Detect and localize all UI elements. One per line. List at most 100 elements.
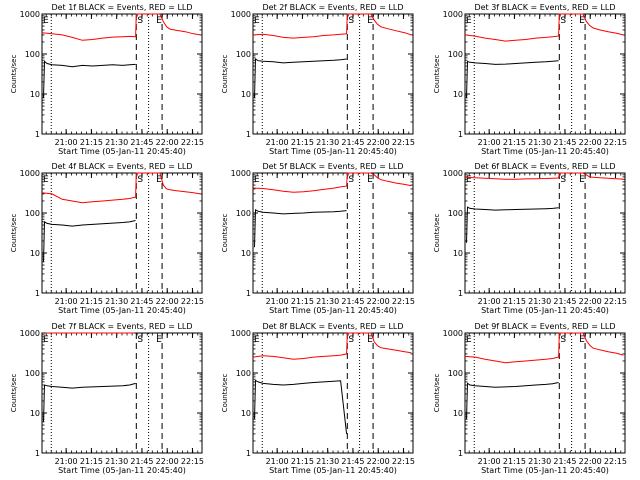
x-tick-label: 21:15: [80, 138, 103, 147]
y-tick-label: 100: [448, 50, 463, 59]
series-line-lld: [41, 13, 201, 41]
marker-label-e-end: E: [156, 16, 162, 26]
plot-frame: [252, 172, 414, 294]
plot-frame: [464, 13, 626, 135]
x-axis-label: Start Time (05-Jan-11 20:45:40): [481, 306, 609, 315]
x-tick-label: 21:00: [55, 138, 78, 147]
x-tick-label: 22:15: [604, 138, 627, 147]
y-tick-label: 1000: [20, 329, 40, 338]
panel-title: Det 7f BLACK = Events, RED = LLD: [51, 322, 192, 331]
x-tick-label: 22:00: [579, 138, 602, 147]
x-tick-label: 21:45: [553, 457, 576, 466]
y-tick-label: 10: [30, 249, 40, 258]
x-tick-label: 21:00: [266, 138, 289, 147]
plot-frame: [252, 13, 414, 135]
marker-label-e-start: E: [466, 335, 472, 345]
y-tick-label: 1: [246, 289, 251, 298]
x-tick-label: 21:15: [80, 457, 103, 466]
y-tick-label: 1: [458, 289, 463, 298]
y-tick-label: 10: [30, 90, 40, 99]
x-tick-label: 22:00: [367, 457, 390, 466]
series-line-events: [43, 60, 136, 98]
panel-title: Det 9f BLACK = Events, RED = LLD: [474, 322, 615, 331]
y-axis-label: Counts/sec: [221, 374, 229, 413]
y-tick-label: 100: [236, 369, 251, 378]
x-tick-label: 21:30: [105, 138, 128, 147]
y-tick-label: 100: [236, 50, 251, 59]
panel-1: Det 1f BLACK = Events, RED = LLD 1 10 100 10…: [10, 3, 204, 156]
x-tick-label: 21:15: [80, 297, 103, 306]
series-line-events: [254, 379, 348, 434]
y-tick-label: 10: [453, 249, 463, 258]
x-tick-label: 21:00: [478, 457, 501, 466]
y-axis-label: Counts/sec: [433, 374, 441, 413]
panel-5: Det 5f BLACK = Events, RED = LLD 1 10 100 10…: [221, 162, 415, 315]
x-tick-label: 22:00: [156, 297, 179, 306]
x-tick-label: 21:30: [105, 297, 128, 306]
plot-frame: [464, 332, 626, 454]
y-tick-label: 1000: [231, 10, 251, 19]
y-tick-label: 100: [25, 50, 40, 59]
x-tick-label: 21:45: [553, 138, 576, 147]
x-tick-label: 21:45: [553, 297, 576, 306]
y-tick-label: 1: [35, 289, 40, 298]
y-tick-label: 1: [458, 449, 463, 458]
marker-label-e-end: E: [367, 16, 373, 26]
x-tick-label: 21:30: [316, 138, 339, 147]
x-tick-label: 22:00: [579, 457, 602, 466]
marker-label-s: S: [137, 175, 143, 185]
marker-label-e-end: E: [367, 335, 373, 345]
y-axis-label: Counts/sec: [221, 55, 229, 94]
x-tick-label: 21:30: [316, 457, 339, 466]
x-tick-label: 22:15: [392, 138, 415, 147]
y-tick-label: 100: [25, 209, 40, 218]
marker-label-e-start: E: [466, 175, 472, 185]
x-tick-label: 21:45: [341, 297, 364, 306]
y-axis-label: Counts/sec: [10, 55, 18, 94]
panel-6: Det 6f BLACK = Events, RED = LLD 1 10 100 10…: [433, 162, 627, 315]
x-axis-label: Start Time (05-Jan-11 20:45:40): [481, 147, 609, 156]
marker-label-e-end: E: [156, 335, 162, 345]
plot-frame: [252, 332, 414, 454]
x-axis-label: Start Time (05-Jan-11 20:45:40): [58, 306, 186, 315]
plot-frame: [41, 332, 203, 454]
y-axis-label: Counts/sec: [10, 374, 18, 413]
x-tick-label: 21:30: [528, 138, 551, 147]
series-line-lld: [41, 172, 201, 204]
marker-label-e-end: E: [579, 16, 585, 26]
series-line-lld: [464, 13, 624, 42]
y-tick-label: 10: [453, 409, 463, 418]
y-tick-label: 100: [448, 369, 463, 378]
x-axis-label: Start Time (05-Jan-11 20:45:40): [58, 466, 186, 475]
series-line-events: [43, 382, 136, 422]
panel-title: Det 6f BLACK = Events, RED = LLD: [474, 162, 615, 171]
y-tick-label: 1000: [443, 169, 463, 178]
marker-label-s: S: [348, 335, 354, 345]
y-axis-label: Counts/sec: [10, 214, 18, 253]
x-tick-label: 21:00: [55, 297, 78, 306]
y-tick-label: 1: [35, 130, 40, 139]
x-tick-label: 21:45: [341, 138, 364, 147]
x-tick-label: 22:00: [367, 138, 390, 147]
x-axis-label: Start Time (05-Jan-11 20:45:40): [269, 306, 397, 315]
plot-frame: [41, 13, 203, 135]
x-tick-label: 21:45: [130, 297, 153, 306]
x-tick-label: 22:15: [604, 297, 627, 306]
marker-label-s: S: [137, 16, 143, 26]
y-axis-label: Counts/sec: [433, 214, 441, 253]
y-tick-label: 100: [25, 369, 40, 378]
y-tick-label: 1: [35, 449, 40, 458]
panel-title: Det 8f BLACK = Events, RED = LLD: [262, 322, 403, 331]
x-axis-label: Start Time (05-Jan-11 20:45:40): [269, 147, 397, 156]
x-tick-label: 21:15: [291, 457, 314, 466]
x-tick-label: 21:30: [528, 457, 551, 466]
x-tick-label: 21:30: [316, 297, 339, 306]
x-tick-label: 21:00: [266, 297, 289, 306]
marker-label-e-start: E: [43, 335, 49, 345]
x-axis-label: Start Time (05-Jan-11 20:45:40): [269, 466, 397, 475]
y-tick-label: 10: [241, 249, 251, 258]
x-tick-label: 21:30: [105, 457, 128, 466]
y-tick-label: 1000: [20, 169, 40, 178]
marker-label-e-start: E: [466, 16, 472, 26]
x-tick-label: 21:30: [528, 297, 551, 306]
